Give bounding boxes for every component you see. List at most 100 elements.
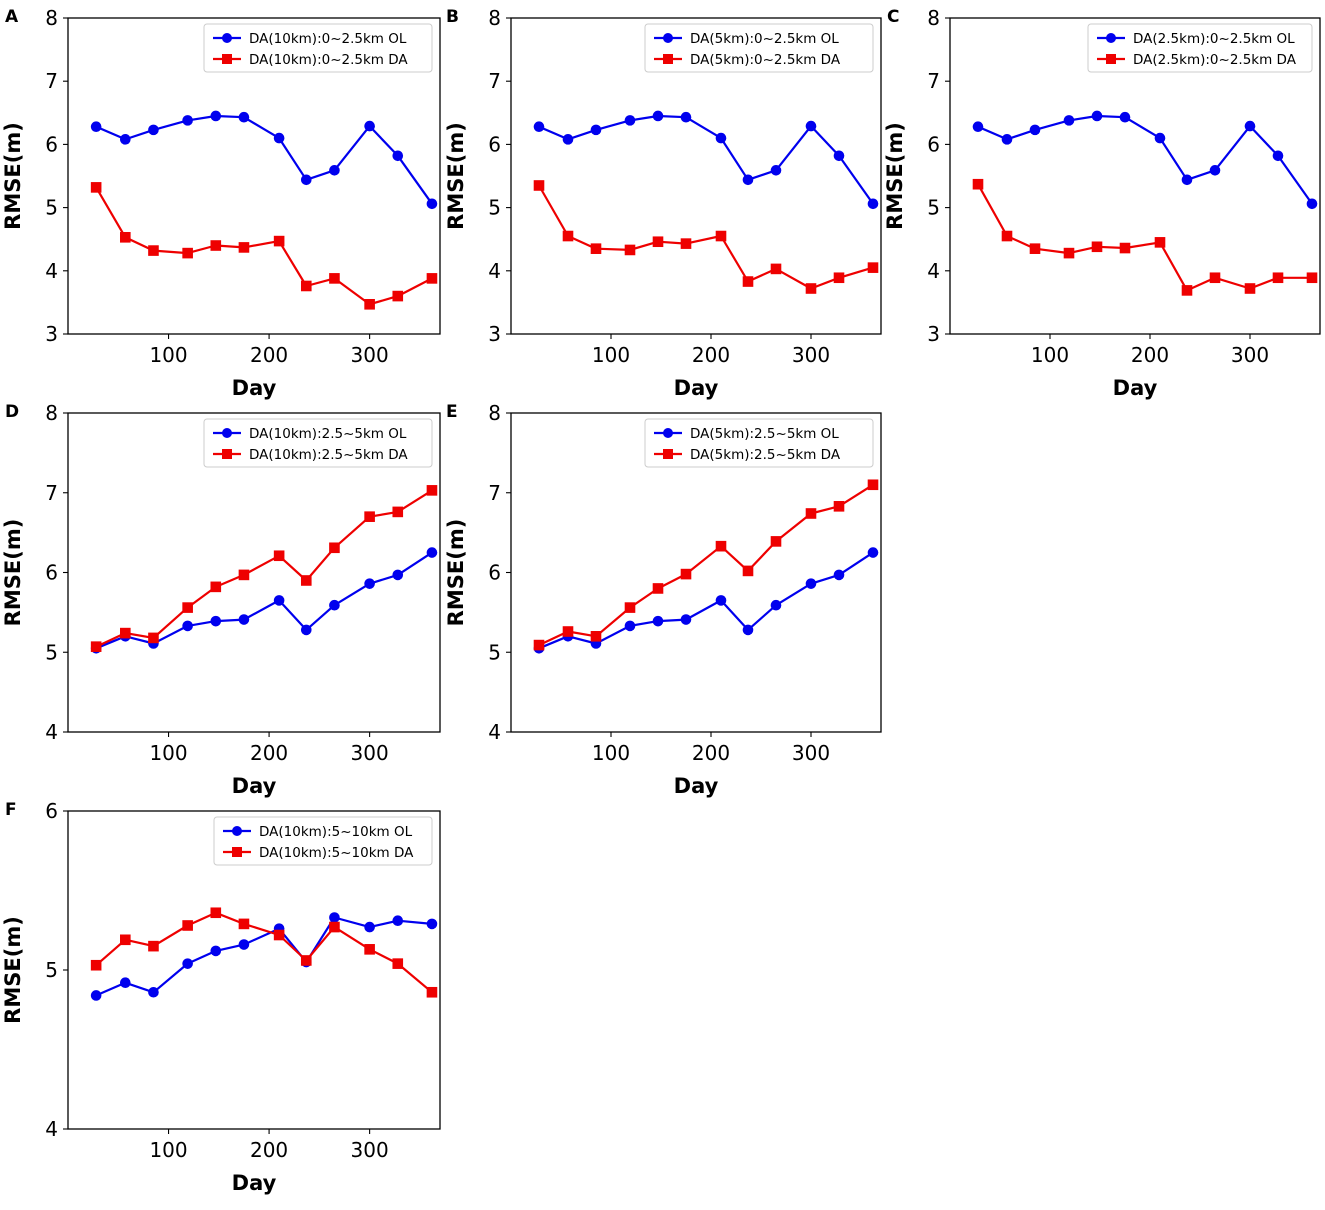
point-ol (1209, 165, 1221, 176)
series-line-ol (95, 551, 433, 650)
legend-entry: DA(5km):0~2.5km OL (690, 31, 839, 47)
y-tick-label: 3 (45, 322, 58, 346)
point-ol (1181, 174, 1193, 186)
x-axis-label: Day (232, 1171, 277, 1195)
y-tick-label: 5 (45, 196, 58, 220)
x-axis-label: Day (232, 774, 277, 798)
point-da (833, 501, 845, 512)
y-tick-label: 4 (45, 1117, 58, 1141)
y-tick-label: 4 (45, 259, 58, 283)
x-tick-label: 300 (792, 343, 830, 367)
point-ol (1244, 120, 1256, 132)
x-tick-label: 300 (351, 741, 389, 765)
point-da (210, 240, 222, 251)
series-line-da (977, 183, 1312, 292)
y-tick-label: 4 (488, 259, 501, 283)
y-axis-label: RMSE(m) (444, 122, 468, 230)
point-ol (1091, 110, 1103, 122)
point-da (867, 262, 879, 273)
y-tick-label: 7 (488, 69, 501, 93)
point-da (770, 263, 782, 275)
point-da (624, 602, 636, 613)
point-da (805, 283, 817, 294)
legend-marker (663, 33, 673, 43)
point-ol (392, 915, 404, 927)
y-axis-label: RMSE(m) (1, 916, 25, 1024)
point-da (770, 536, 782, 547)
x-tick-label: 200 (692, 343, 730, 367)
point-da (715, 230, 727, 242)
point-ol (1029, 124, 1041, 136)
point-da (533, 180, 545, 191)
panel-F: F 4 5 6 100 200 300 Day RMSE(m) DA(10km):5~10km O… (1, 799, 441, 1195)
legend-entry: DA(10km):0~2.5km DA (249, 52, 408, 68)
legend-entry: DA(10km):2.5~5km OL (249, 426, 407, 442)
panel-A: A 3 4 5 6 7 8 100 200 300 Day RMSE(m) DA(10km):0~2.5… (1, 6, 441, 400)
series-line-ol (538, 114, 874, 205)
point-ol (210, 945, 222, 957)
point-da (1001, 230, 1013, 242)
point-ol (210, 615, 222, 627)
x-tick-label: 300 (792, 741, 830, 765)
point-da (590, 243, 602, 254)
point-ol (364, 921, 375, 933)
point-da (1029, 243, 1041, 254)
point-da (273, 929, 285, 941)
legend-box (213, 816, 433, 866)
legend-entry: DA(5km):0~2.5km DA (690, 52, 841, 68)
panel-label: F (5, 800, 17, 820)
y-tick-label: 8 (45, 401, 58, 425)
point-da (300, 280, 312, 292)
point-da (392, 290, 404, 302)
point-da (590, 631, 602, 642)
point-ol (238, 111, 250, 123)
point-ol (624, 620, 636, 632)
point-da (273, 550, 285, 562)
point-da (238, 918, 250, 930)
point-ol (300, 174, 312, 186)
point-da (364, 944, 375, 955)
point-da (90, 959, 102, 971)
point-da (562, 230, 574, 242)
point-da (329, 542, 340, 554)
y-tick-label: 7 (488, 481, 501, 505)
panel-B: B 3 4 5 6 7 8 100 200 300 Day RMSE(m) DA(5km):0~2.5k… (444, 6, 882, 400)
point-ol (182, 958, 193, 969)
plot-frame (510, 17, 882, 335)
x-tick-label: 200 (250, 343, 288, 367)
point-da (238, 242, 250, 253)
x-axis-label: Day (232, 376, 277, 400)
legend: DA(2.5km):0~2.5km OL DA(2.5km):0~2.5km DA (1087, 23, 1313, 73)
legend: DA(10km):0~2.5km OL DA(10km):0~2.5km DA (203, 23, 433, 73)
y-axis-label: RMSE(m) (1, 519, 25, 627)
point-ol (392, 150, 404, 162)
point-ol (624, 115, 636, 126)
point-ol (742, 174, 754, 186)
point-da (742, 565, 754, 577)
point-ol (742, 624, 754, 636)
legend-box (203, 23, 433, 73)
point-ol (770, 165, 782, 176)
x-axis-label: Day (674, 774, 719, 798)
point-ol (148, 986, 159, 998)
panel-label: D (5, 402, 19, 422)
point-ol (329, 599, 340, 611)
legend-box (644, 23, 874, 73)
x-axis-label: Day (674, 376, 719, 400)
point-ol (238, 939, 250, 950)
legend-entry: DA(5km):2.5~5km OL (690, 426, 839, 442)
point-ol (715, 132, 727, 144)
y-tick-label: 6 (45, 561, 58, 585)
legend-box (1087, 23, 1313, 73)
y-tick-label: 6 (45, 799, 58, 823)
point-ol (120, 134, 131, 145)
point-da (867, 479, 879, 491)
panel-label: A (5, 7, 19, 27)
point-da (1119, 242, 1131, 254)
point-ol (182, 620, 193, 632)
point-da (148, 245, 159, 256)
point-ol (273, 595, 285, 606)
point-ol (426, 198, 438, 210)
legend: DA(5km):0~2.5km OL DA(5km):0~2.5km DA (644, 23, 874, 73)
y-tick-label: 4 (927, 259, 940, 283)
